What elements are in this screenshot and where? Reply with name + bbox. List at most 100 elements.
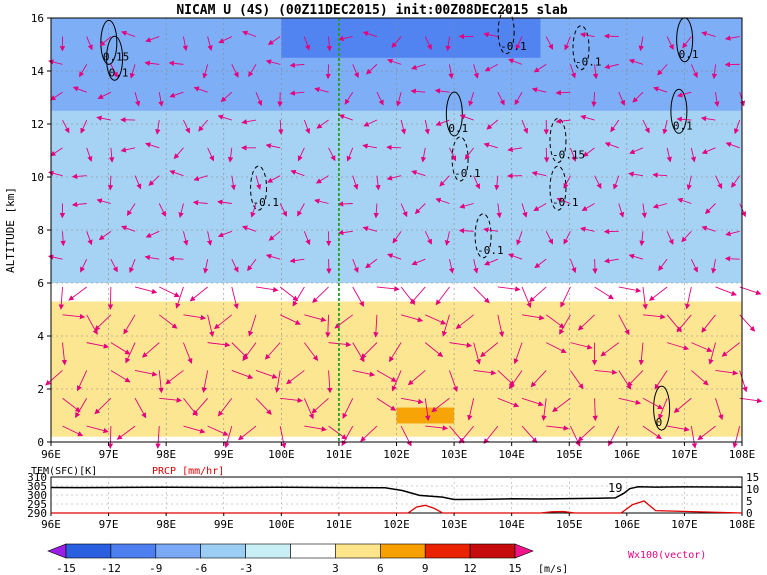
wind-vector xyxy=(304,342,319,361)
wind-vector xyxy=(365,64,378,75)
wind-vector xyxy=(464,147,475,160)
wind-vector xyxy=(658,398,668,420)
wind-vector xyxy=(144,254,160,261)
wind-vector xyxy=(373,203,379,219)
wind-vector xyxy=(218,36,233,44)
wind-vector xyxy=(386,144,402,151)
wind-vector xyxy=(739,397,763,404)
wind-vector xyxy=(411,258,426,266)
wind-vector xyxy=(79,64,88,78)
wind-vector xyxy=(642,119,650,134)
wind-vector xyxy=(666,147,672,163)
wind-vector xyxy=(62,425,84,437)
wind-vector xyxy=(400,119,407,135)
wind-vector xyxy=(545,36,553,50)
wind-vector xyxy=(123,314,136,335)
contour-line xyxy=(474,213,492,259)
contour-label: 0.1 xyxy=(673,119,693,132)
wind-vector xyxy=(121,30,136,37)
wind-vector xyxy=(337,201,353,207)
wind-vector xyxy=(497,370,515,386)
wind-vector xyxy=(641,203,647,219)
wind-vector xyxy=(449,147,457,162)
y-tick-label: 14 xyxy=(31,65,45,78)
wind-vector xyxy=(541,398,547,421)
wind-vector xyxy=(546,425,569,431)
wind-vector xyxy=(483,142,498,149)
wind-vector xyxy=(58,286,64,310)
y-tick-label: 6 xyxy=(37,277,44,290)
wind-vector xyxy=(618,92,626,106)
contour-line xyxy=(250,165,268,211)
x-tick-label: 106E xyxy=(614,518,641,531)
x-tick-label: 102E xyxy=(383,518,410,531)
colorbar-tick-label: -15 xyxy=(56,562,76,575)
wind-vector xyxy=(297,147,305,162)
y-tick-label-right: 10 xyxy=(746,483,759,496)
colorbar-segment xyxy=(245,543,291,559)
wind-vector xyxy=(401,397,424,405)
wind-vector xyxy=(158,370,164,394)
wind-vector xyxy=(604,257,619,264)
x-tick-label: 99E xyxy=(214,448,234,461)
tem-label: TEM(SFC)[K] xyxy=(31,466,97,477)
wind-vector xyxy=(618,314,630,336)
tem-series xyxy=(50,485,743,501)
wind-vector xyxy=(673,397,692,413)
colorbar-end-right xyxy=(514,543,534,559)
wind-vector xyxy=(134,398,147,419)
y-tick-label: 16 xyxy=(31,12,44,25)
wind-vector xyxy=(459,425,475,444)
wind-vector xyxy=(618,286,642,293)
wind-vector xyxy=(391,370,402,392)
wind-vector xyxy=(145,36,160,43)
wind-vector xyxy=(652,172,668,178)
wind-vector xyxy=(352,370,376,377)
wind-vector xyxy=(292,286,305,307)
wind-vector xyxy=(552,397,571,413)
wind-vector xyxy=(362,31,378,37)
wind-vector xyxy=(555,118,571,124)
wind-vector xyxy=(564,36,571,51)
wind-vector xyxy=(203,259,209,274)
wind-vector xyxy=(483,32,498,38)
x-tick-label: 97E xyxy=(99,518,119,531)
x-tick-label: 100E xyxy=(268,448,295,461)
wind-vector xyxy=(217,398,233,417)
wind-vector xyxy=(592,259,598,275)
wind-vector xyxy=(286,370,305,385)
wind-vector xyxy=(110,370,131,383)
prcp-label: PRCP [mm/hr] xyxy=(152,466,224,477)
wind-vector xyxy=(327,370,333,394)
wind-vector xyxy=(50,147,63,157)
panel-grid xyxy=(51,477,742,513)
wind-vector xyxy=(514,91,523,106)
wind-vector xyxy=(316,119,329,129)
wind-vector xyxy=(676,314,692,333)
wind-vector xyxy=(666,231,674,245)
x-tick-label: 103E xyxy=(441,518,468,531)
wind-vector xyxy=(449,370,458,393)
wind-vector xyxy=(533,63,547,73)
wind-vector xyxy=(508,58,523,65)
wind-vector xyxy=(632,91,644,103)
wind-vector xyxy=(497,286,521,292)
wind-vector xyxy=(50,91,63,101)
wind-vector xyxy=(338,35,353,42)
x-tick-label: 99E xyxy=(214,518,234,531)
wind-vector xyxy=(207,36,213,51)
x-tick-label: 108E xyxy=(729,518,756,531)
contour-label: 0.1 xyxy=(109,66,129,79)
wind-vector xyxy=(628,171,644,177)
wind-vector xyxy=(86,36,93,51)
x-tick-label: 102E xyxy=(383,448,410,461)
wind-vector xyxy=(441,314,450,337)
colorbar-tick-label: -9 xyxy=(149,562,162,575)
prcp-series xyxy=(51,500,743,514)
contour-label: 0.15 xyxy=(103,50,130,63)
wind-vector xyxy=(268,230,281,241)
wind-vector xyxy=(129,64,136,79)
wind-vector xyxy=(97,91,112,99)
colorbar-segment xyxy=(200,543,246,559)
wind-vector xyxy=(468,92,475,107)
